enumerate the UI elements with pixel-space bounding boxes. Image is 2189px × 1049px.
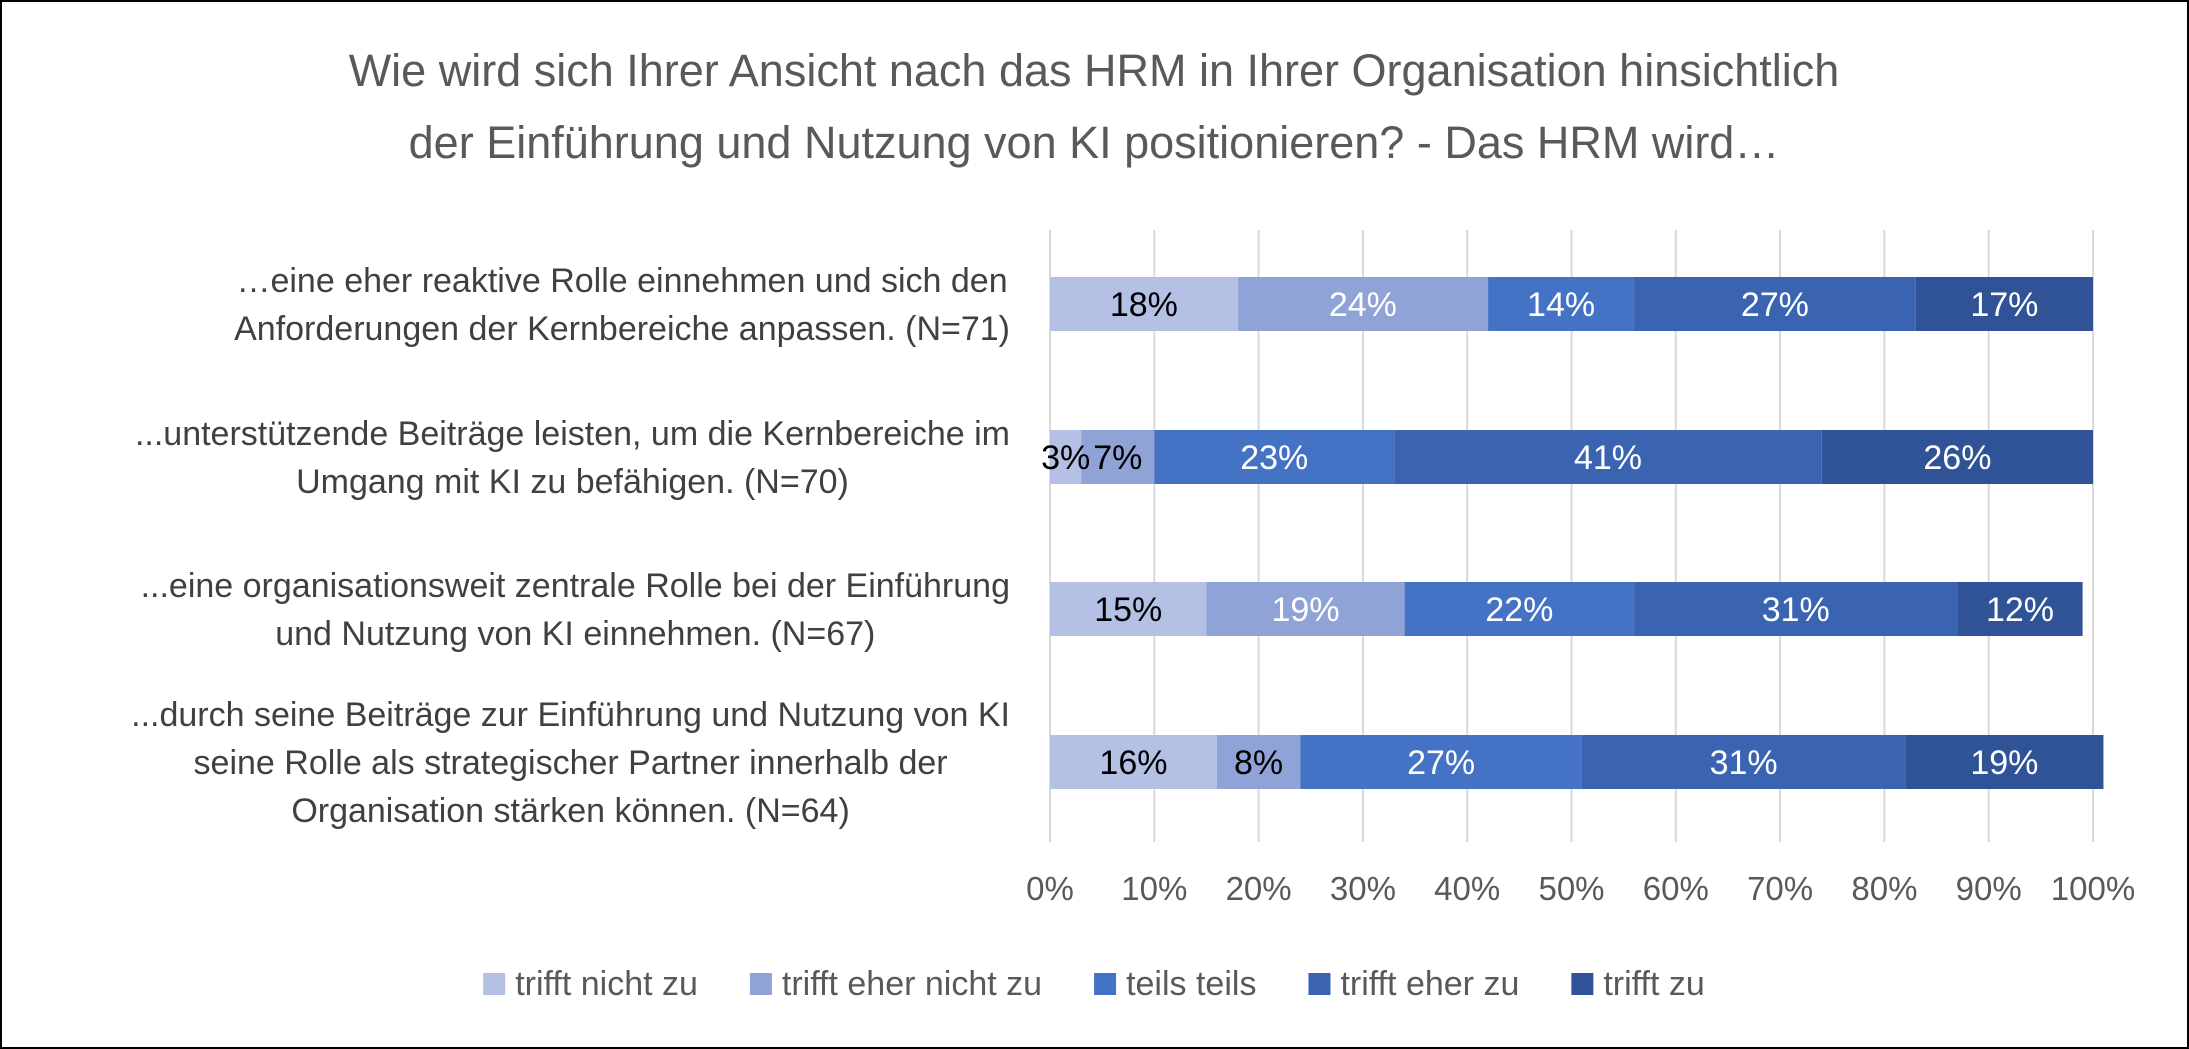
data-label: 19% xyxy=(1272,591,1340,629)
legend-item: trifft nicht zu xyxy=(483,965,698,1003)
x-tick-label: 20% xyxy=(1226,870,1292,907)
x-tick-label: 50% xyxy=(1538,870,1604,907)
data-label: 22% xyxy=(1485,591,1553,629)
category-label-line: seine Rolle als strategischer Partner in… xyxy=(194,744,948,782)
legend-label: trifft zu xyxy=(1603,965,1704,1003)
category-label-line: …eine eher reaktive Rolle einnehmen und … xyxy=(236,262,1007,300)
category-label-line: ...eine organisationsweit zentrale Rolle… xyxy=(141,567,1010,605)
legend-item: trifft eher nicht zu xyxy=(749,965,1042,1003)
x-axis-ticks: 0% 10% 20% 30% 40% 50% 60% 70% 80% 90% 100% xyxy=(1026,870,2135,907)
x-tick-label: 90% xyxy=(1956,870,2022,907)
legend-item: teils teils xyxy=(1094,965,1256,1003)
data-label: 27% xyxy=(1407,744,1475,782)
legend-item: trifft eher zu xyxy=(1308,965,1519,1003)
legend-swatch xyxy=(1308,973,1331,995)
bar-segment xyxy=(1905,735,2104,789)
data-label: 27% xyxy=(1741,286,1809,324)
data-label: 26% xyxy=(1923,439,1991,477)
data-label: 12% xyxy=(1986,591,2054,629)
bar-segment xyxy=(1050,735,1217,789)
legend-swatch xyxy=(1094,973,1117,995)
category-labels: …eine eher reaktive Rolle einnehmen und … xyxy=(131,262,1010,830)
category-label-line: ...durch seine Beiträge zur Einführung u… xyxy=(131,696,1010,734)
bar-segment xyxy=(1081,430,1155,484)
data-label: 15% xyxy=(1094,591,1162,629)
legend-label: teils teils xyxy=(1126,965,1256,1003)
bar-segment xyxy=(1957,582,2083,636)
bar-segment xyxy=(1915,277,2093,331)
legend-item: trifft zu xyxy=(1571,965,1705,1003)
data-label: 8% xyxy=(1234,744,1283,782)
bar-segment xyxy=(1488,277,1635,331)
x-tick-label: 70% xyxy=(1747,870,1813,907)
bar-segment xyxy=(1404,582,1635,636)
data-label: 31% xyxy=(1762,591,1830,629)
bar-segment xyxy=(1300,735,1582,789)
data-label: 41% xyxy=(1574,439,1642,477)
data-label: 16% xyxy=(1099,744,1167,782)
data-label: 17% xyxy=(1970,286,2038,324)
x-tick-label: 100% xyxy=(2051,870,2135,907)
legend-label: trifft eher zu xyxy=(1340,965,1519,1003)
data-label: 18% xyxy=(1110,286,1178,324)
category-label-line: ...unterstützende Beiträge leisten, um d… xyxy=(135,415,1010,453)
category-label-line: und Nutzung von KI einnehmen. (N=67) xyxy=(275,615,875,653)
x-tick-label: 80% xyxy=(1851,870,1917,907)
legend-swatch xyxy=(749,973,772,995)
bar-segment xyxy=(1050,277,1238,331)
data-label: 3% xyxy=(1041,439,1090,477)
bar-segment xyxy=(1237,277,1489,331)
chart-title-line: der Einführung und Nutzung von KI positi… xyxy=(409,117,1780,168)
data-label: 31% xyxy=(1710,744,1778,782)
legend-swatch xyxy=(1571,973,1594,995)
chart-title: Wie wird sich Ihrer Ansicht nach das HRM… xyxy=(349,45,1840,168)
category-label-line: Umgang mit KI zu befähigen. (N=70) xyxy=(296,463,849,501)
x-tick-label: 10% xyxy=(1121,870,1187,907)
data-label: 7% xyxy=(1093,439,1142,477)
bar-segment xyxy=(1634,582,1958,636)
bar-segment xyxy=(1154,430,1395,484)
data-label: 23% xyxy=(1240,439,1308,477)
bar-segment xyxy=(1050,430,1082,484)
bar-segment xyxy=(1206,582,1405,636)
legend-label: trifft eher nicht zu xyxy=(782,965,1042,1003)
bar-segment xyxy=(1394,430,1822,484)
legend: trifft nicht zu trifft eher nicht zu teils… xyxy=(483,965,1705,1003)
legend-label: trifft nicht zu xyxy=(515,965,698,1003)
bar-segment xyxy=(1634,277,1916,331)
data-label: 14% xyxy=(1527,286,1595,324)
x-tick-label: 60% xyxy=(1643,870,1709,907)
bar-segment xyxy=(1821,430,2093,484)
category-label-line: Anforderungen der Kernbereiche anpassen.… xyxy=(234,310,1010,348)
x-tick-label: 0% xyxy=(1026,870,1074,907)
bar-segment xyxy=(1581,735,1906,789)
bars: 18% 24% 14% 27% 17% 3% 7% 23% 41% 26% 15% 19% 22% 31%… xyxy=(1041,277,2104,789)
bar-segment xyxy=(1216,735,1301,789)
bar-segment xyxy=(1050,582,1207,636)
category-label-line: Organisation stärken können. (N=64) xyxy=(291,792,849,830)
chart-title-line: Wie wird sich Ihrer Ansicht nach das HRM… xyxy=(349,45,1840,96)
x-tick-label: 30% xyxy=(1330,870,1396,907)
legend-swatch xyxy=(483,973,506,995)
data-label: 19% xyxy=(1970,744,2038,782)
x-tick-label: 40% xyxy=(1434,870,1500,907)
data-label: 24% xyxy=(1329,286,1397,324)
